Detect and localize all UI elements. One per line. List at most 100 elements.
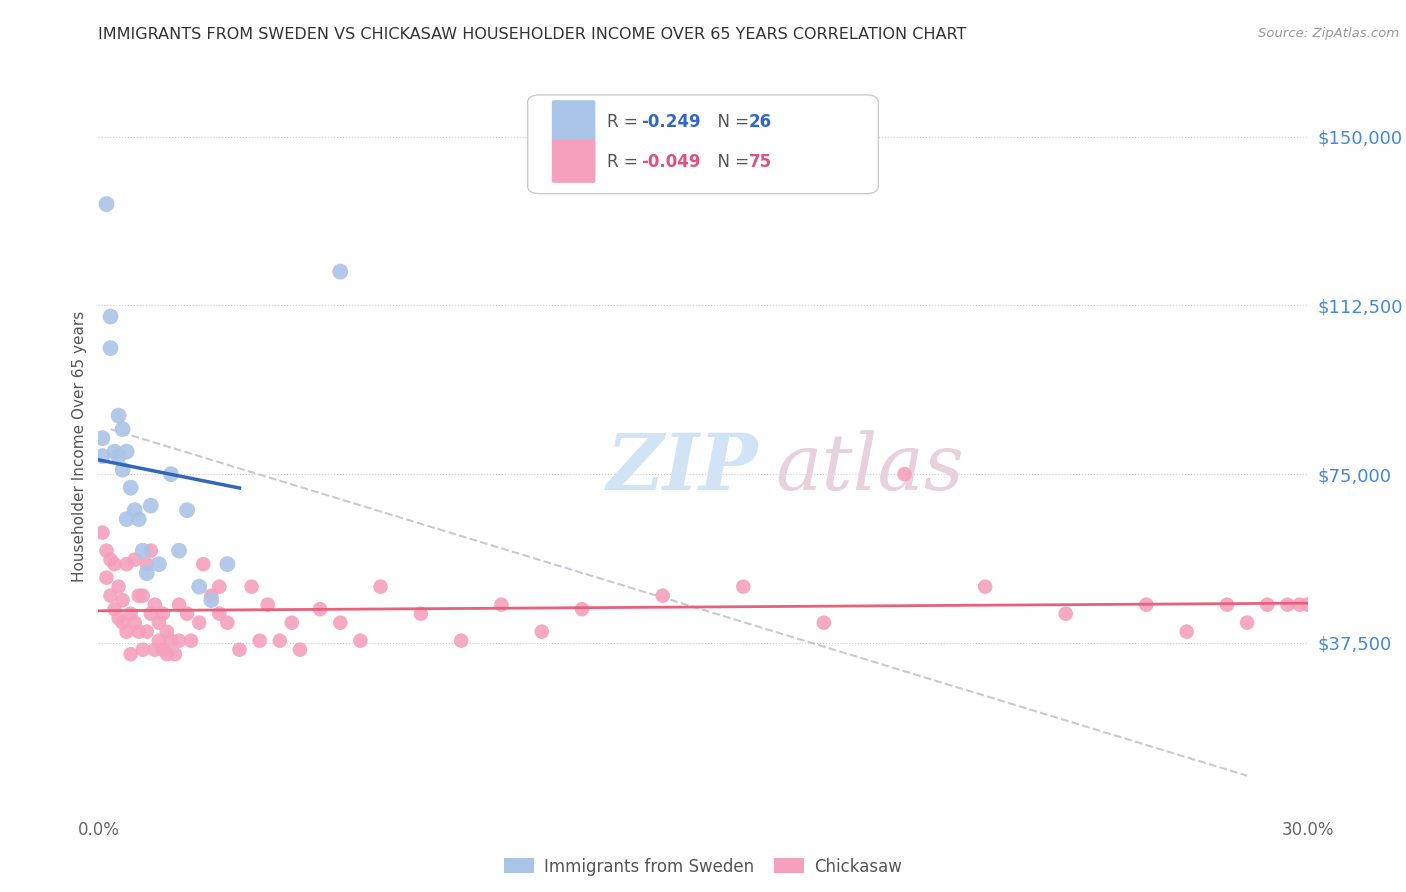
Point [120, 607, 142, 621]
Point [450, 633, 472, 648]
Point [111, 615, 134, 630]
Text: 75: 75 [749, 153, 772, 170]
Point [160, 633, 183, 648]
Text: Source: ZipAtlas.com: Source: ZipAtlas.com [1258, 27, 1399, 40]
Point [111, 422, 134, 436]
Point [409, 607, 432, 621]
Point [163, 647, 186, 661]
Point [100, 341, 122, 355]
Point [132, 543, 155, 558]
Point [208, 607, 231, 621]
Point [160, 467, 183, 482]
Point [1054, 607, 1077, 621]
Point [180, 633, 202, 648]
Point [120, 481, 142, 495]
Point [1296, 598, 1319, 612]
Text: -0.049: -0.049 [641, 153, 700, 170]
Point [733, 580, 755, 594]
Point [107, 580, 129, 594]
Text: R =: R = [607, 113, 644, 131]
Point [143, 642, 166, 657]
Point [156, 647, 179, 661]
Point [96, 197, 118, 211]
Point [139, 499, 162, 513]
Point [124, 615, 146, 630]
Text: 26: 26 [749, 113, 772, 131]
Point [1256, 598, 1278, 612]
Text: -0.249: -0.249 [641, 113, 702, 131]
Point [115, 557, 138, 571]
Point [1277, 598, 1299, 612]
Point [491, 598, 513, 612]
Point [143, 598, 166, 612]
Point [167, 633, 190, 648]
Point [249, 633, 271, 648]
Point [128, 589, 150, 603]
Text: atlas: atlas [776, 430, 965, 506]
Point [269, 633, 291, 648]
Y-axis label: Householder Income Over 65 years: Householder Income Over 65 years [72, 310, 87, 582]
Point [188, 615, 211, 630]
Point [148, 615, 170, 630]
Point [281, 615, 304, 630]
Point [893, 467, 915, 482]
Point [103, 444, 125, 458]
Point [217, 615, 239, 630]
Legend: Immigrants from Sweden, Chickasaw: Immigrants from Sweden, Chickasaw [496, 849, 910, 884]
Point [148, 633, 170, 648]
Point [115, 624, 138, 639]
Point [228, 642, 250, 657]
Point [100, 589, 122, 603]
Point [329, 264, 352, 278]
Point [111, 593, 134, 607]
Point [1216, 598, 1239, 612]
Point [176, 607, 198, 621]
FancyBboxPatch shape [527, 95, 879, 194]
Point [156, 624, 179, 639]
Point [91, 449, 114, 463]
Point [256, 598, 278, 612]
Point [176, 503, 198, 517]
Point [103, 602, 125, 616]
Point [188, 580, 211, 594]
Point [128, 512, 150, 526]
Point [135, 566, 157, 581]
Point [91, 525, 114, 540]
Point [240, 580, 263, 594]
Point [349, 633, 371, 648]
Point [120, 647, 142, 661]
Point [111, 462, 134, 476]
Point [152, 642, 174, 657]
Point [1135, 598, 1157, 612]
Point [132, 589, 155, 603]
Point [128, 624, 150, 639]
Point [91, 431, 114, 445]
Point [132, 642, 155, 657]
FancyBboxPatch shape [553, 100, 595, 144]
Point [96, 543, 118, 558]
Point [124, 552, 146, 566]
FancyBboxPatch shape [553, 140, 595, 183]
Point [1288, 598, 1310, 612]
Point [200, 593, 222, 607]
Text: IMMIGRANTS FROM SWEDEN VS CHICKASAW HOUSEHOLDER INCOME OVER 65 YEARS CORRELATION: IMMIGRANTS FROM SWEDEN VS CHICKASAW HOUS… [98, 27, 967, 42]
Point [100, 552, 122, 566]
Point [167, 598, 190, 612]
Point [208, 580, 231, 594]
Point [813, 615, 835, 630]
Point [193, 557, 215, 571]
Point [139, 607, 162, 621]
Point [651, 589, 673, 603]
Point [103, 557, 125, 571]
Point [152, 607, 174, 621]
Point [100, 310, 122, 324]
Point [148, 557, 170, 571]
Point [115, 512, 138, 526]
Point [124, 503, 146, 517]
Text: N =: N = [707, 153, 754, 170]
Point [329, 615, 352, 630]
Point [1236, 615, 1258, 630]
Text: N =: N = [707, 113, 754, 131]
Point [107, 409, 129, 423]
Point [96, 571, 118, 585]
